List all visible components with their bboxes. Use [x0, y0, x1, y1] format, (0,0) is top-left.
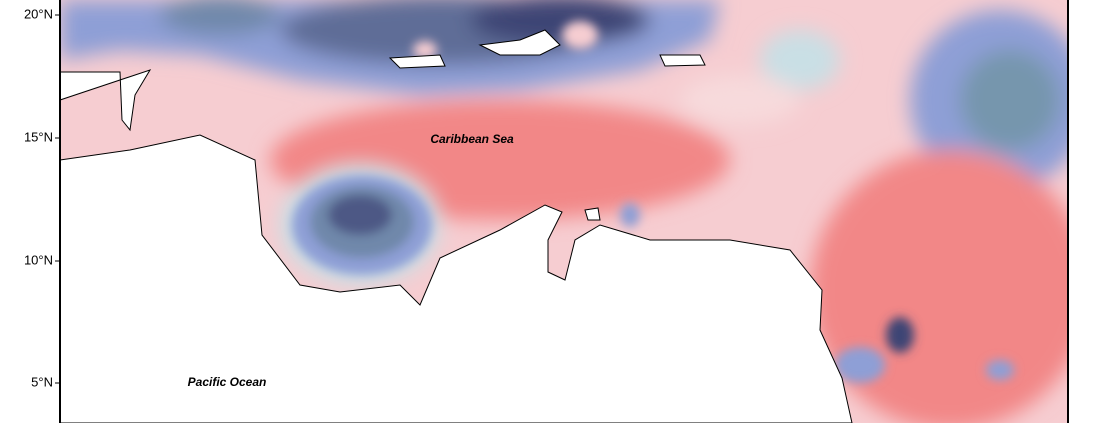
anomaly-field	[60, 0, 1068, 423]
place-label: Caribbean Sea	[430, 132, 514, 146]
frame	[59, 0, 1069, 423]
y-tick-label: 10°N	[24, 252, 53, 267]
y-tick-label: 15°N	[24, 129, 53, 144]
place-labels: Caribbean Sea Pacific Ocean	[188, 132, 514, 389]
y-tick-label: 5°N	[31, 374, 53, 389]
y-tick-label: 20°N	[24, 6, 53, 21]
place-label: Pacific Ocean	[188, 375, 267, 389]
y-axis: 20°N 15°N 10°N 5°N	[24, 6, 60, 389]
land	[59, 29, 853, 423]
